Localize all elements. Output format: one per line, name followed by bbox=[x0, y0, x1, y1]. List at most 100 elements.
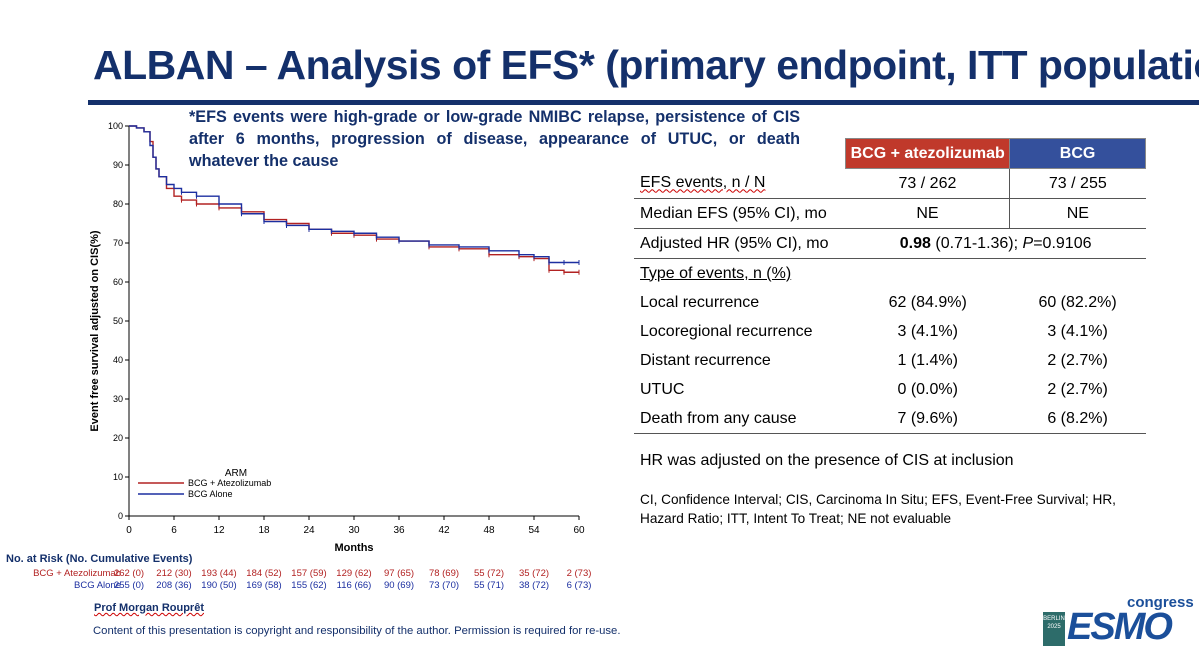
nar-cell: 169 (58) bbox=[246, 580, 282, 591]
legend-title: ARM bbox=[225, 468, 247, 479]
x-tick-label: 42 bbox=[438, 525, 450, 536]
nar-cell: 184 (52) bbox=[246, 568, 282, 579]
logo-year: 2025 bbox=[1047, 624, 1061, 630]
x-tick-label: 24 bbox=[303, 525, 315, 536]
x-tick-label: 36 bbox=[393, 525, 405, 536]
hr-ci: (0.71-1.36); bbox=[930, 234, 1023, 252]
nar-cell: 2 (73) bbox=[566, 568, 592, 579]
event-type-atezo: 7 (9.6%) bbox=[845, 404, 1010, 434]
table-row: Type of events, n (%) bbox=[634, 259, 1146, 289]
nar-row-label: BCG Alone bbox=[74, 580, 121, 591]
nar-cell: 116 (66) bbox=[336, 580, 372, 591]
y-tick-label: 30 bbox=[113, 394, 123, 404]
event-type-atezo: 3 (4.1%) bbox=[897, 322, 958, 340]
legend-label: BCG + Atezolizumab bbox=[188, 478, 271, 488]
efs-events-atezo: 73 / 262 bbox=[845, 168, 1010, 199]
x-tick-label: 6 bbox=[171, 525, 177, 536]
legend-label: BCG Alone bbox=[188, 489, 233, 499]
x-tick-label: 18 bbox=[258, 525, 270, 536]
table-row: Median EFS (95% CI), mo NE NE bbox=[634, 198, 1146, 229]
adjusted-hr-label: Adjusted HR (95% CI), mo bbox=[634, 228, 846, 259]
table-row: Local recurrence 62 (84.9%) 60 (82.2%) bbox=[634, 288, 1146, 317]
nar-cell: 78 (69) bbox=[428, 568, 460, 579]
esmo-logo: BERLIN 2025 ESMO congress bbox=[1043, 590, 1194, 652]
median-efs-label: Median EFS (95% CI), mo bbox=[634, 198, 846, 229]
nar-cell: 129 (62) bbox=[336, 568, 372, 579]
nar-cell: 38 (72) bbox=[518, 580, 550, 591]
table-header-row: BCG + atezolizumab BCG bbox=[634, 138, 1146, 169]
nar-cell: 208 (36) bbox=[156, 580, 192, 591]
table-row: UTUC 0 (0.0%) 2 (2.7%) bbox=[634, 375, 1146, 404]
efs-footnote: *EFS events were high-grade or low-grade… bbox=[189, 108, 800, 170]
nar-cell: 55 (71) bbox=[473, 580, 505, 591]
y-tick-label: 70 bbox=[113, 238, 123, 248]
nar-cell: 55 (72) bbox=[473, 568, 505, 579]
table-row: EFS events, n / N 73 / 262 73 / 255 bbox=[634, 168, 1146, 199]
nar-cell: 212 (30) bbox=[156, 568, 192, 579]
x-tick-label: 0 bbox=[126, 525, 132, 536]
x-tick-label: 54 bbox=[528, 525, 540, 536]
logo-wordmark: ESMO bbox=[1067, 606, 1173, 648]
event-type-label: Locoregional recurrence bbox=[640, 322, 813, 340]
table-row: Distant recurrence 1 (1.4%) 2 (2.7%) bbox=[634, 346, 1146, 375]
header-bcg-atezolizumab: BCG + atezolizumab bbox=[845, 138, 1011, 169]
event-type-bcg: 2 (2.7%) bbox=[1047, 380, 1108, 398]
y-tick-label: 60 bbox=[113, 277, 123, 287]
event-type-label: Death from any cause bbox=[634, 404, 846, 434]
presenter-name: Prof Morgan Rouprêt bbox=[94, 602, 204, 614]
slide-title: ALBAN – Analysis of EFS* (primary endpoi… bbox=[93, 42, 1199, 88]
y-tick-label: 100 bbox=[108, 121, 123, 131]
numbers-at-risk-heading: No. at Risk (No. Cumulative Events) bbox=[6, 553, 193, 565]
event-type-label: Distant recurrence bbox=[640, 351, 771, 369]
event-type-bcg: 60 (82.2%) bbox=[1038, 293, 1117, 311]
event-types-heading: Type of events, n (%) bbox=[640, 264, 792, 282]
median-efs-atezo: NE bbox=[845, 198, 1010, 229]
y-tick-label: 50 bbox=[113, 316, 123, 326]
adjusted-hr-value: 0.98 (0.71-1.36); P=0.9106 bbox=[845, 228, 1146, 259]
logo-congress: congress bbox=[1127, 594, 1194, 611]
y-tick-label: 90 bbox=[113, 160, 123, 170]
y-axis-label: Event free survival adjusted on CIS(%) bbox=[89, 230, 101, 431]
nar-cell: 255 (0) bbox=[113, 580, 145, 591]
x-tick-label: 30 bbox=[348, 525, 360, 536]
nar-cell: 35 (72) bbox=[518, 568, 550, 579]
x-tick-label: 12 bbox=[213, 525, 225, 536]
abbreviations: CI, Confidence Interval; CIS, Carcinoma … bbox=[640, 492, 1116, 526]
nar-cell: 6 (73) bbox=[566, 580, 592, 591]
y-tick-label: 0 bbox=[118, 511, 123, 521]
table-row: Locoregional recurrence 3 (4.1%) 3 (4.1%… bbox=[634, 317, 1146, 346]
event-type-bcg: 6 (8.2%) bbox=[1009, 404, 1146, 434]
efs-events-bcg: 73 / 255 bbox=[1009, 168, 1146, 199]
logo-badge: BERLIN 2025 bbox=[1043, 612, 1065, 646]
nar-cell: 97 (65) bbox=[383, 568, 415, 579]
p-value: =0.9106 bbox=[1033, 234, 1092, 252]
nar-cell: 155 (62) bbox=[291, 580, 327, 591]
y-tick-label: 10 bbox=[113, 472, 123, 482]
median-efs-bcg: NE bbox=[1009, 198, 1146, 229]
logo-city: BERLIN bbox=[1043, 616, 1065, 622]
y-tick-label: 20 bbox=[113, 433, 123, 443]
event-type-bcg: 3 (4.1%) bbox=[1047, 322, 1108, 340]
title-divider bbox=[88, 100, 1199, 105]
event-type-bcg: 2 (2.7%) bbox=[1047, 351, 1108, 369]
event-type-label: UTUC bbox=[640, 380, 685, 398]
nar-cell: 193 (44) bbox=[201, 568, 237, 579]
x-tick-label: 60 bbox=[573, 525, 585, 536]
nar-cell: 157 (59) bbox=[291, 568, 327, 579]
efs-results-table: BCG + atezolizumab BCG EFS events, n / N… bbox=[634, 138, 1146, 434]
event-type-atezo: 1 (1.4%) bbox=[897, 351, 958, 369]
hr-adjustment-note: HR was adjusted on the presence of CIS a… bbox=[640, 452, 1014, 469]
x-axis-label: Months bbox=[334, 542, 373, 554]
event-type-label: Local recurrence bbox=[640, 293, 760, 311]
nar-row-label: BCG + Atezolizumab bbox=[33, 568, 121, 579]
efs-events-label: EFS events, n / N bbox=[640, 174, 766, 192]
table-row: Adjusted HR (95% CI), mo 0.98 (0.71-1.36… bbox=[634, 228, 1146, 259]
x-tick-label: 48 bbox=[483, 525, 495, 536]
table-row: Death from any cause 7 (9.6%) 6 (8.2%) bbox=[634, 404, 1146, 434]
hr-estimate: 0.98 bbox=[899, 234, 931, 252]
nar-cell: 262 (0) bbox=[113, 568, 145, 579]
y-tick-label: 80 bbox=[113, 199, 123, 209]
km-chart: 0 10 20 30 40 50 60 70 80 90 100 0 6 12 18 24 30 36 42 48 54… bbox=[89, 121, 585, 554]
nar-cell: 73 (70) bbox=[428, 580, 460, 591]
copyright-notice: Content of this presentation is copyrigh… bbox=[93, 625, 621, 637]
